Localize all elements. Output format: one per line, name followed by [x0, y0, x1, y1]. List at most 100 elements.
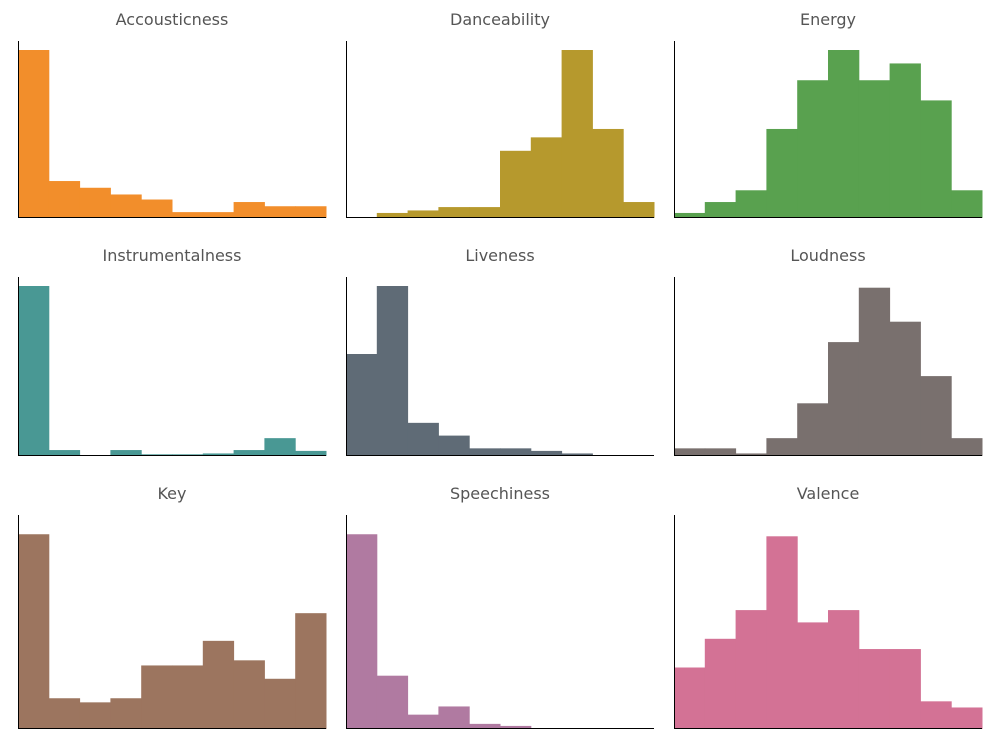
- histogram-bar: [704, 638, 737, 729]
- histogram-bar: [48, 181, 81, 218]
- histogram-bar: [766, 536, 798, 729]
- chart-title: Accousticness: [115, 10, 229, 29]
- histogram-bar: [951, 190, 983, 218]
- histogram-bar: [376, 675, 409, 729]
- histogram-bar: [920, 376, 952, 456]
- panel-acousticness: Accousticness: [18, 0, 327, 240]
- histogram-bar: [561, 453, 593, 456]
- histogram-bar: [674, 448, 706, 456]
- chart-title: Valence: [796, 484, 860, 503]
- histogram-bar: [18, 534, 50, 729]
- histogram-bar: [561, 50, 593, 218]
- histogram-bar: [530, 450, 563, 456]
- panel-liveness: Liveness: [346, 240, 654, 480]
- histogram-bar: [951, 438, 983, 456]
- panel-danceability: Danceability: [346, 0, 655, 240]
- plot: [346, 277, 654, 456]
- histogram-bar: [407, 422, 439, 456]
- histogram-bar: [438, 207, 470, 218]
- histogram-bar: [233, 660, 265, 729]
- plot: [346, 515, 654, 729]
- chart-title: Speechiness: [449, 484, 551, 503]
- plot: [674, 515, 983, 729]
- histogram-bar: [704, 202, 737, 218]
- panel-loudness: Loudness: [674, 240, 983, 480]
- histogram-bar: [735, 190, 767, 218]
- histogram-bar: [889, 321, 921, 456]
- histogram-bar: [797, 622, 829, 729]
- histogram-bar: [858, 287, 891, 456]
- histogram-bar: [438, 435, 470, 456]
- histogram-bar: [202, 212, 235, 218]
- histogram-bar: [920, 701, 952, 729]
- histogram-bar: [110, 194, 142, 218]
- histogram-bar: [79, 702, 111, 729]
- histogram-bar: [889, 63, 921, 218]
- panel-key: Key: [18, 480, 327, 740]
- histogram-bar: [858, 80, 891, 218]
- chart-title: Danceability: [450, 10, 550, 29]
- histogram-bar: [500, 150, 532, 218]
- histogram-bar: [48, 450, 81, 456]
- chart-title: Instrumentalness: [102, 246, 242, 265]
- histogram-bar: [407, 714, 439, 729]
- histogram-bar: [704, 448, 737, 456]
- histogram-bar: [858, 649, 891, 729]
- histogram-bar: [674, 667, 706, 729]
- histogram-bar: [376, 212, 409, 218]
- histogram-bar: [920, 100, 952, 218]
- histogram-bar: [172, 665, 204, 729]
- histogram-bar: [530, 137, 563, 218]
- histogram-bar: [18, 50, 50, 218]
- histogram-bar: [202, 453, 235, 456]
- plot: [674, 41, 983, 218]
- histogram-bar: [469, 723, 501, 729]
- chart-title: Energy: [799, 10, 856, 29]
- panel-instrumentalness: Instrumentalness: [18, 240, 327, 480]
- histogram-bar: [500, 725, 532, 729]
- histogram-bar: [828, 50, 860, 218]
- histogram-bar: [407, 210, 439, 218]
- histogram-bar: [889, 649, 921, 729]
- histogram-bar: [469, 207, 501, 218]
- histogram-bar: [735, 453, 767, 456]
- histogram-bar: [202, 640, 235, 729]
- histogram-bar: [141, 199, 173, 218]
- histogram-bar: [469, 448, 501, 456]
- plot: [18, 515, 327, 729]
- plot: [18, 41, 327, 218]
- histogram-bar: [766, 128, 798, 218]
- chart-title: Key: [157, 484, 187, 503]
- histogram-bar: [110, 450, 142, 456]
- histogram-bar: [346, 354, 378, 456]
- panel-valence: Valence: [674, 480, 983, 740]
- histogram-bar: [110, 698, 142, 729]
- histogram-bar: [141, 665, 173, 729]
- chart-title: Loudness: [790, 246, 866, 265]
- histogram-bar: [828, 610, 860, 729]
- histogram-bar: [766, 438, 798, 456]
- histogram-bar: [438, 706, 470, 729]
- plot: [346, 41, 655, 218]
- histogram-bar: [233, 450, 265, 456]
- histogram-bar: [951, 707, 983, 729]
- histogram-bar: [79, 187, 111, 218]
- histogram-bar: [295, 613, 327, 729]
- chart-title: Liveness: [465, 246, 535, 265]
- histogram-bar: [797, 403, 829, 456]
- histogram-bar: [797, 80, 829, 218]
- histogram-bar: [674, 212, 706, 218]
- histogram-bar: [500, 448, 532, 456]
- histogram-bar: [735, 610, 767, 729]
- histogram-bar: [828, 342, 860, 456]
- histogram-bar: [48, 698, 81, 729]
- histogram-bar: [295, 450, 327, 456]
- histogram-bar: [592, 128, 624, 218]
- histogram-bar: [233, 202, 265, 218]
- histogram-bar: [18, 286, 50, 456]
- histogram-bar: [264, 678, 296, 729]
- plot: [18, 277, 327, 456]
- histogram-bar: [172, 212, 204, 218]
- panel-energy: Energy: [674, 0, 983, 240]
- histogram-bar: [295, 206, 327, 218]
